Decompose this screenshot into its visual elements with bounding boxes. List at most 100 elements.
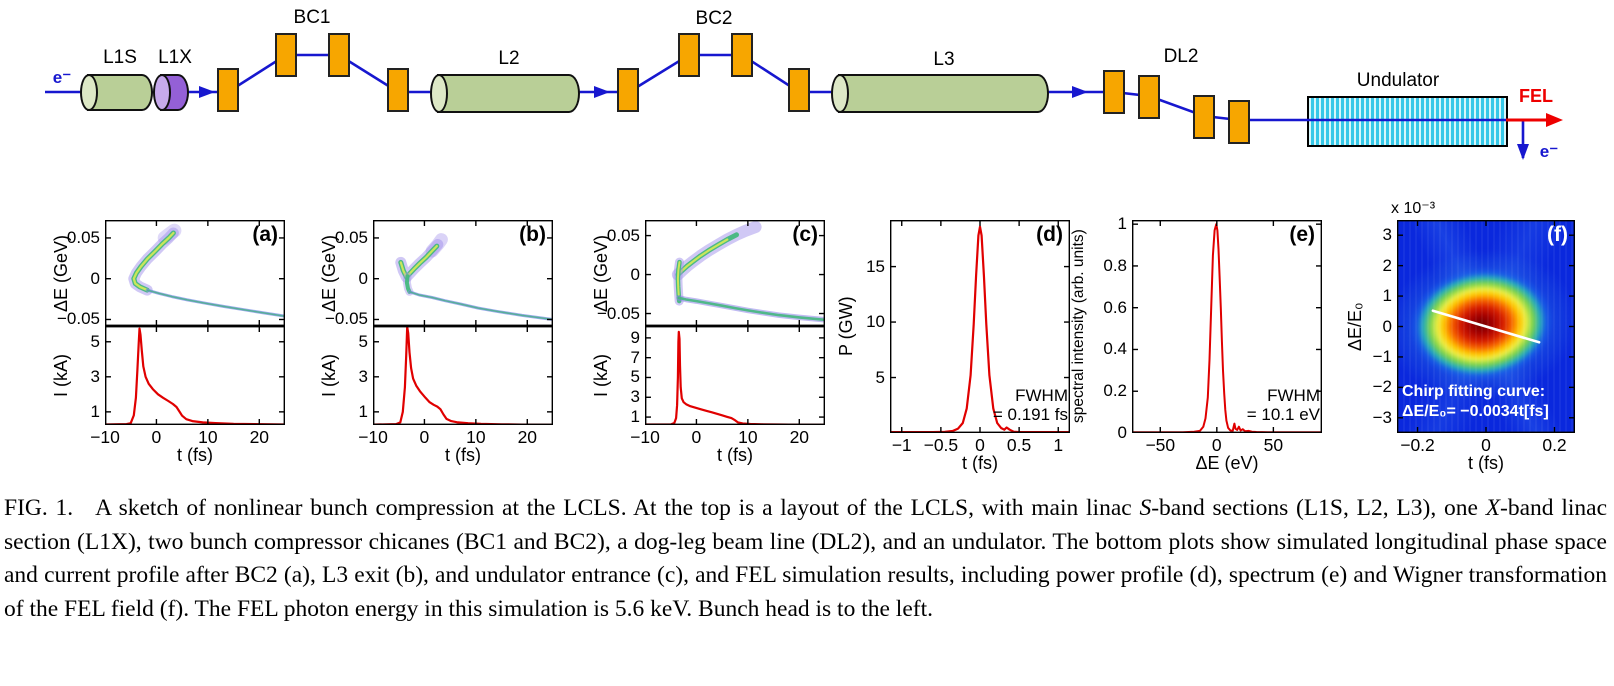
y-tick-label: 0.2 bbox=[1103, 381, 1127, 401]
plot-canvas bbox=[105, 220, 285, 326]
cylinder-cap bbox=[430, 74, 448, 113]
annotation: FWHM = 0.191 fs bbox=[992, 386, 1068, 424]
y-tick-label: 15 bbox=[866, 256, 885, 276]
fel-arrow-icon bbox=[1546, 113, 1563, 127]
panel-corner-label: (d) bbox=[1036, 223, 1063, 246]
label-L1S: L1S bbox=[103, 47, 137, 68]
plot-canvas bbox=[1397, 220, 1575, 433]
y-tick-label: 0.8 bbox=[1103, 255, 1127, 275]
spectrum-panel: 0 0.2 0.4 0.6 0.8 1 FWHM = 10.1 eV (e) bbox=[1103, 215, 1322, 442]
y-tick-label: 1 bbox=[630, 407, 640, 427]
y-tick-label: 7 bbox=[630, 347, 640, 367]
y-tick-label: 2 bbox=[1382, 255, 1392, 275]
power-panel: 5 10 15 FWHM = 0.191 fs (d) bbox=[866, 220, 1070, 433]
bc2-magnet bbox=[731, 33, 753, 77]
y-tick-label: 0.05 bbox=[66, 227, 100, 247]
x-tick-label: −50 bbox=[1145, 435, 1176, 455]
accelerator-schematic: e⁻ L1S L1X BC1 L2 BC2 L3 DL2 Undulator F… bbox=[0, 0, 1614, 200]
dipole-magnet bbox=[217, 68, 239, 112]
y-axis-multiplier: x 10⁻³ bbox=[1391, 200, 1436, 217]
cylinder-cap bbox=[80, 74, 98, 111]
x-tick-label: 10 bbox=[738, 427, 758, 447]
label-BC2: BC2 bbox=[695, 8, 733, 29]
x-tick-label: 0 bbox=[1211, 435, 1222, 455]
y-tick-label: 0.05 bbox=[334, 227, 368, 247]
annotation: FWHM = 10.1 eV bbox=[1246, 386, 1320, 424]
x-tick-label: 0 bbox=[691, 427, 702, 447]
y-tick-label: −2 bbox=[1372, 377, 1392, 397]
y-tick-label: 0.05 bbox=[606, 225, 640, 245]
annotation: Chirp fitting curve: ΔE/E₀= −0.0034t[fs] bbox=[1402, 383, 1549, 420]
series-line bbox=[404, 274, 412, 294]
beam-arrow-icon bbox=[199, 86, 215, 98]
x-tick-label: 0 bbox=[419, 427, 430, 447]
plot-canvas bbox=[645, 326, 825, 425]
x-tick-label: 10 bbox=[466, 427, 486, 447]
x-axis-title: t (fs) bbox=[717, 445, 753, 465]
y-axis-label: spectral intensity (arb. units) bbox=[1070, 229, 1087, 424]
y-axis-label: I (kA) bbox=[51, 354, 71, 397]
plot-f-wigner-transform: x 10⁻³ ΔE/E₀ 3 2 1 0 −1 −2 −3 Chirp fitting cur… bbox=[1337, 200, 1577, 474]
x-tick-row: −1 −0.5 0 0.5 1 bbox=[890, 433, 1070, 455]
plot-canvas bbox=[373, 220, 553, 326]
series-line bbox=[146, 289, 285, 317]
y-axis-label: I (kA) bbox=[591, 354, 611, 397]
y-tick-label: 3 bbox=[630, 387, 640, 407]
plot-d-power-profile: P (GW) 5 10 15 FWHM = 0.191 fs (d) −1 −0.5 0 0.5… bbox=[830, 220, 1070, 474]
y-tick-label: 3 bbox=[358, 366, 368, 386]
x-tick-label: 10 bbox=[198, 427, 218, 447]
panel-corner-label: (a) bbox=[252, 223, 278, 246]
plot-canvas bbox=[105, 326, 285, 425]
dl2-magnet bbox=[1138, 75, 1160, 119]
y-tick-label: 0.4 bbox=[1103, 339, 1127, 359]
y-tick-label: 0.6 bbox=[1103, 297, 1127, 317]
linac-L2 bbox=[430, 74, 580, 113]
x-tick-label: 0 bbox=[151, 427, 162, 447]
y-tick-label: 1 bbox=[358, 401, 368, 421]
plot-canvas bbox=[645, 220, 825, 326]
series-line bbox=[105, 327, 285, 425]
label-BC1: BC1 bbox=[293, 7, 331, 28]
dl2-magnet bbox=[1103, 70, 1125, 114]
y-tick-label: 3 bbox=[90, 366, 100, 386]
current-profile-panel: 1 3 5 bbox=[359, 326, 553, 425]
y-tick-label: 10 bbox=[866, 312, 885, 332]
phase-space-panel: 0.05 0 −0.05 (b) bbox=[325, 220, 553, 328]
y-tick-label: −3 bbox=[1372, 407, 1392, 427]
bc2-magnet bbox=[678, 33, 700, 77]
x-tick-label: 50 bbox=[1263, 435, 1284, 455]
x-tick-label: 0.5 bbox=[1006, 435, 1032, 455]
y-tick-label: −0.05 bbox=[596, 303, 640, 323]
series-line bbox=[1132, 223, 1322, 433]
electron-dump-arrow-icon bbox=[1517, 144, 1529, 160]
y-tick-label: 0 bbox=[1382, 316, 1392, 336]
x-tick-label: 0 bbox=[975, 435, 985, 455]
y-tick-label: −1 bbox=[1372, 346, 1392, 366]
linac-L1S bbox=[80, 74, 153, 111]
y-axis-label: I (kA) bbox=[319, 354, 339, 397]
x-axis-title: t (fs) bbox=[962, 453, 998, 473]
linac-L1X bbox=[153, 74, 189, 111]
y-tick-label: 0 bbox=[90, 268, 100, 288]
plot-canvas bbox=[373, 326, 553, 425]
panel-corner-label: (e) bbox=[1289, 223, 1315, 246]
x-tick-label: −10 bbox=[358, 427, 388, 447]
phase-space-panel: 0.05 0 −0.05 (a) bbox=[57, 220, 285, 328]
x-tick-label: 0 bbox=[1481, 435, 1491, 455]
series-line bbox=[408, 291, 553, 321]
beam-arrow-icon bbox=[1072, 86, 1088, 98]
series-line bbox=[1431, 309, 1541, 344]
dl2-magnet bbox=[1193, 95, 1215, 139]
y-axis-label: P (GW) bbox=[836, 296, 856, 357]
x-axis-title: t (fs) bbox=[1468, 453, 1504, 473]
x-tick-label: 20 bbox=[249, 427, 270, 447]
phase-space-panel: 0.05 0 −0.05 (c) bbox=[597, 220, 825, 326]
x-tick-row: −10 0 10 20 bbox=[630, 425, 825, 447]
x-axis-title: t (fs) bbox=[177, 445, 213, 465]
label-DL2: DL2 bbox=[1163, 46, 1199, 67]
dipole-magnet bbox=[617, 68, 639, 112]
y-axis-label: ΔE/E₀ bbox=[1345, 302, 1365, 352]
y-tick-label: 9 bbox=[630, 327, 640, 347]
current-profile-panel: 1 3 5 bbox=[91, 326, 285, 425]
